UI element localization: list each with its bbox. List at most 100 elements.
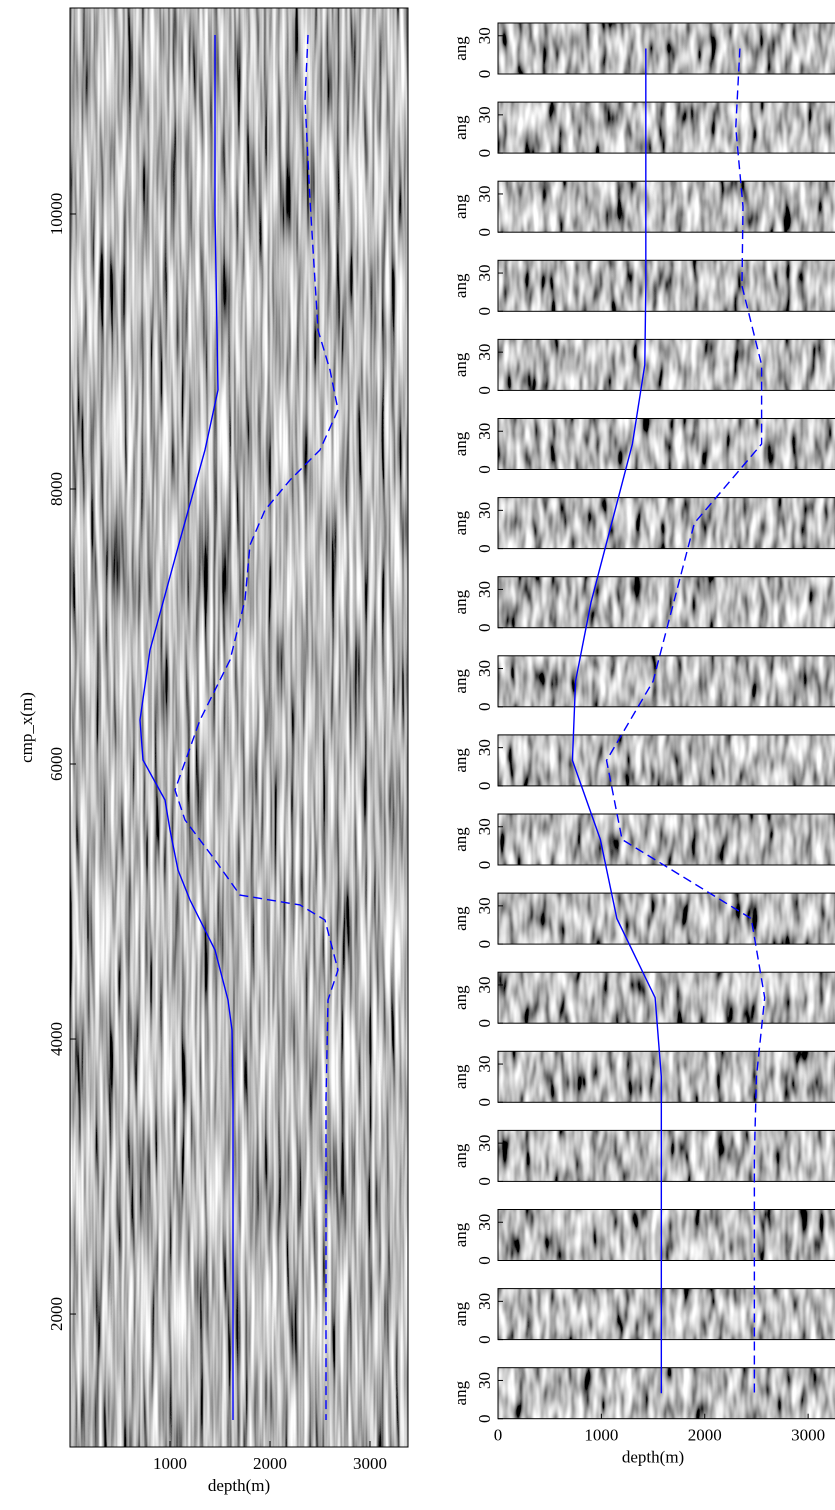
gather-frame [497,1288,835,1341]
boundary-line [605,48,766,1394]
gather-frame [497,1129,835,1182]
y-tick-label: 30 [475,27,494,44]
y-tick-label: 0 [475,228,494,237]
gather-frame [497,338,835,391]
y-tick-label: 0 [475,1414,494,1423]
y-axis-label: ang [451,985,470,1010]
y-tick-label: 2000 [47,1297,66,1331]
y-tick-label: 30 [475,502,494,519]
y-tick-label: 30 [475,1214,494,1231]
y-tick-label: 30 [475,423,494,440]
y-axis-label: ang [451,589,470,614]
y-tick-label: 8000 [47,472,66,506]
y-tick-label: 0 [475,544,494,553]
y-axis-label: cmp_x(m) [17,692,36,763]
y-axis-label: ang [451,748,470,773]
y-tick-label: 30 [475,185,494,202]
gather-frame [497,734,835,787]
y-axis-label: ang [451,1380,470,1405]
x-tick-label: 1000 [584,1426,618,1445]
gather-frame [497,101,835,154]
y-axis-label: ang [451,1301,470,1326]
y-axis-label: ang [451,115,470,140]
y-axis-label: ang [451,510,470,535]
y-tick-label: 0 [475,307,494,316]
y-tick-label: 0 [475,861,494,870]
y-tick-label: 0 [475,149,494,158]
y-axis-label: ang [451,669,470,694]
y-tick-label: 0 [475,386,494,395]
y-axis-label: ang [451,1222,470,1247]
y-tick-label: 0 [475,623,494,632]
x-tick-label: 3000 [791,1426,825,1445]
gather-frame [497,813,835,866]
gather-frame [497,497,835,550]
angle-gather [498,1288,835,1340]
seismic-image [70,8,408,1447]
y-tick-label: 30 [475,897,494,914]
y-tick-label: 30 [475,1372,494,1389]
y-tick-label: 30 [475,818,494,835]
gather-frame [497,259,835,312]
y-axis-label: ang [451,352,470,377]
y-tick-label: 0 [475,703,494,712]
y-tick-label: 30 [475,581,494,598]
angle-gather [498,734,835,786]
y-axis-label: ang [451,431,470,456]
y-tick-label: 30 [475,265,494,282]
gather-frame [497,22,835,75]
angle-gather [498,814,835,865]
x-axis-label: depth(m) [622,1448,684,1467]
y-tick-label: 30 [475,1293,494,1310]
angle-gather [498,655,835,707]
y-axis-label: ang [451,1064,470,1089]
y-tick-label: 30 [475,739,494,756]
boundary-line [139,34,234,1421]
angle-gather [498,972,835,1024]
y-tick-label: 0 [475,1019,494,1027]
gather-frame [497,971,835,1024]
angle-gather [498,260,835,312]
gather-frame [497,1367,835,1420]
boundary-line [571,48,663,1394]
y-tick-label: 30 [475,1135,494,1152]
y-tick-label: 0 [475,70,494,79]
y-tick-label: 30 [475,1056,494,1073]
gather-frame [497,1209,835,1261]
y-axis-label: ang [451,273,470,298]
y-tick-label: 0 [475,940,494,949]
gather-frame [497,655,835,708]
y-tick-label: 6000 [47,747,66,781]
angle-gather [498,497,835,549]
x-axis-label: depth(m) [208,1476,270,1495]
y-tick-label: 30 [475,344,494,361]
y-axis-label: ang [451,194,470,219]
angle-gather [498,418,835,470]
boundary-line [174,34,339,1421]
y-tick-label: 0 [475,1098,494,1107]
angle-gather [498,893,835,945]
angle-gather [498,1051,835,1103]
angle-gather [498,1367,835,1419]
angle-gather [498,1209,835,1261]
gather-frame [497,1050,835,1103]
x-tick-label: 2000 [688,1426,722,1445]
angle-gather [498,102,835,154]
x-tick-label: 2000 [253,1454,287,1473]
y-tick-label: 0 [475,465,494,474]
y-tick-label: 10000 [47,193,66,236]
x-tick-label: 0 [494,1426,503,1445]
angle-gather [498,339,835,391]
x-tick-label: 3000 [353,1454,387,1473]
y-tick-label: 30 [475,660,494,677]
gather-frame [497,180,835,233]
angle-gather [498,181,835,233]
y-tick-label: 0 [475,1335,494,1344]
angle-gather [498,576,835,628]
y-axis-label: ang [451,827,470,852]
y-tick-label: 0 [475,1256,494,1265]
y-tick-label: 4000 [47,1022,66,1056]
y-tick-label: 0 [475,1177,494,1186]
y-tick-label: 30 [475,106,494,123]
